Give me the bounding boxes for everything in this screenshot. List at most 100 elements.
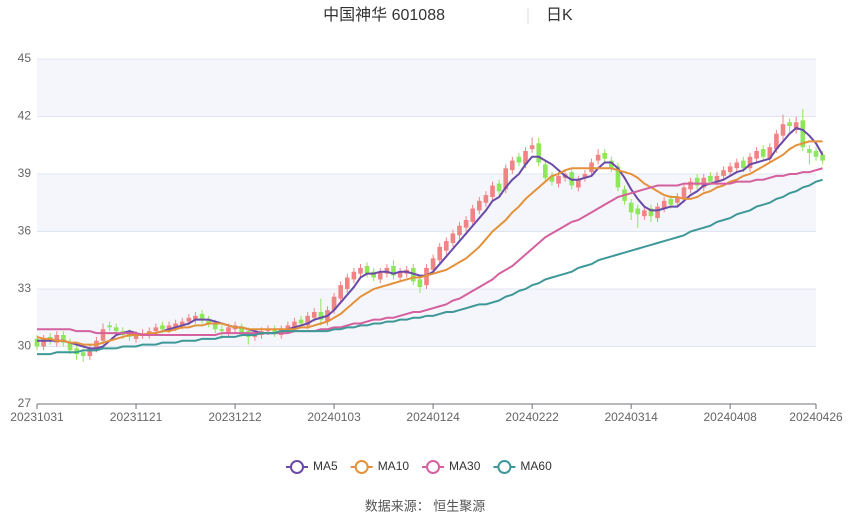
y-tick-label: 33	[18, 281, 32, 295]
y-tick-label: 45	[18, 51, 32, 65]
candle-body	[292, 321, 297, 328]
candle-body	[212, 323, 218, 330]
candle-body	[675, 197, 680, 203]
candle-body	[351, 271, 357, 280]
candle-body	[727, 166, 733, 173]
x-tick-label: 20240408	[703, 410, 757, 424]
candle-body	[483, 195, 489, 203]
y-tick-label: 36	[18, 224, 32, 238]
candle-body	[496, 183, 502, 192]
candle-body	[113, 327, 119, 332]
candle-body	[298, 319, 304, 324]
candle-body	[463, 220, 469, 228]
candle-body	[437, 246, 443, 261]
candle-body	[311, 312, 317, 318]
candle-body	[477, 200, 482, 211]
chart-subtitle: 日K	[546, 7, 573, 24]
candle-body	[549, 175, 555, 182]
candle-body	[100, 329, 106, 341]
candle-body	[377, 271, 383, 280]
candle-body	[133, 335, 139, 339]
candle-body	[166, 325, 172, 330]
candle-body	[661, 200, 667, 209]
candle-body	[813, 151, 819, 157]
candle-body	[54, 335, 60, 343]
candle-body	[34, 338, 40, 347]
x-tick-label: 20231031	[10, 410, 64, 424]
candle-body	[681, 187, 687, 199]
candle-body	[536, 143, 542, 163]
plot-band	[37, 59, 816, 117]
candle-body	[648, 208, 654, 217]
candle-body	[523, 151, 528, 165]
candle-body	[721, 170, 726, 176]
legend-label: MA60	[520, 459, 552, 473]
candle-body	[694, 177, 700, 186]
legend-marker	[497, 460, 512, 474]
candle-body	[714, 175, 720, 182]
candle-body	[160, 325, 165, 330]
candle-body	[582, 174, 588, 178]
candle-body	[668, 198, 674, 205]
candle-body	[529, 145, 535, 150]
candle-body	[364, 266, 370, 274]
candle-body	[576, 179, 581, 188]
x-tick-label: 20240124	[406, 410, 460, 424]
x-tick-label: 20240103	[307, 410, 361, 424]
legend-marker	[354, 460, 369, 474]
candle-body	[443, 241, 449, 251]
candle-body	[602, 152, 608, 159]
ma-line	[37, 178, 823, 356]
candle-body	[628, 202, 634, 213]
candle-body	[226, 327, 231, 334]
candle-body	[331, 296, 337, 311]
candle-body	[107, 325, 112, 328]
candle-body	[193, 315, 198, 320]
legend-marker	[426, 460, 441, 474]
candle-body	[747, 156, 753, 169]
candle-body	[67, 342, 73, 351]
candle-body	[543, 164, 548, 178]
candle-body	[595, 154, 601, 161]
candle-body	[344, 277, 350, 289]
x-tick-label: 20231212	[208, 410, 262, 424]
candle-body	[199, 313, 205, 320]
candle-body	[318, 312, 324, 320]
candle-body	[767, 147, 773, 159]
candle-body	[503, 168, 509, 190]
candle-body	[457, 225, 462, 236]
x-tick-label: 20231121	[110, 410, 163, 424]
candle-body	[358, 267, 363, 274]
ma-line	[37, 167, 823, 336]
candle-body	[490, 185, 495, 197]
candle-body	[516, 156, 522, 163]
x-tick-label: 20240314	[604, 410, 658, 424]
candle-body	[807, 149, 812, 153]
candle-body	[615, 166, 621, 188]
candle-body	[285, 325, 291, 330]
candle-body	[470, 208, 476, 222]
candle-body	[793, 122, 799, 130]
candle-body	[219, 329, 225, 332]
plot-band	[37, 289, 816, 347]
candle-body	[80, 352, 86, 357]
candle-body	[239, 327, 244, 334]
candle-body	[417, 279, 423, 288]
candle-body	[391, 266, 396, 276]
x-tick-label: 20240222	[505, 410, 559, 424]
candle-body	[430, 258, 436, 270]
candle-body	[272, 329, 277, 334]
y-tick-label: 30	[18, 339, 32, 353]
candle-body	[820, 154, 825, 161]
candle-body	[305, 315, 310, 326]
candle-body	[397, 271, 403, 278]
candle-body	[609, 160, 614, 169]
candle-body	[708, 175, 713, 182]
candle-body	[787, 122, 792, 127]
candle-body	[760, 149, 766, 157]
candle-body	[179, 321, 185, 326]
candle-body	[510, 160, 515, 171]
candle-body	[41, 338, 46, 347]
candle-body	[774, 133, 779, 150]
